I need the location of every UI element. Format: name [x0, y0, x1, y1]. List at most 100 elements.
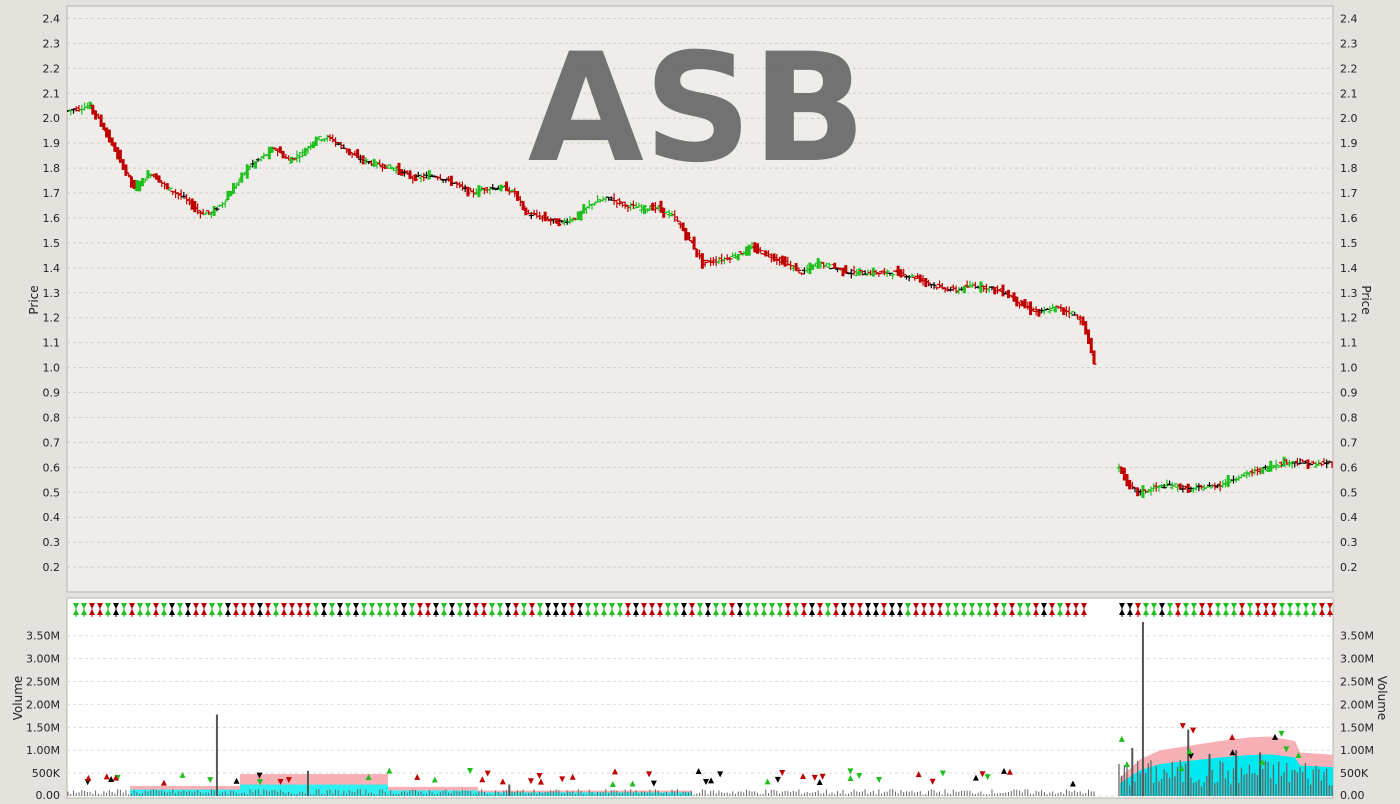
price-axis-left: 0.2 0.3 0.4 0.5 0.6 0.7 0.8 0.9 1.0 1.1 1.2 1.3 1.4 1…: [43, 12, 61, 574]
price-tick-label: 0.5: [1340, 486, 1358, 499]
signal-up-triangle-icon: [708, 777, 715, 784]
signal-down-triangle-icon: [929, 778, 936, 785]
volume-tick-label: 2.50M: [26, 676, 60, 689]
signal-down-triangle-icon: [779, 769, 786, 776]
price-tick-label: 1.6: [43, 212, 61, 225]
price-tick-label: 1.5: [1340, 237, 1358, 250]
price-tick-label: 1.0: [1340, 362, 1358, 375]
signal-up-triangle-icon: [1178, 765, 1185, 772]
price-tick-label: 0.4: [43, 511, 61, 524]
signal-up-triangle-icon: [365, 774, 372, 781]
signal-up-triangle-icon: [764, 778, 771, 785]
signal-up-triangle-icon: [386, 767, 393, 774]
signal-down-triangle-icon: [285, 777, 292, 784]
signal-up-triangle-icon: [816, 778, 823, 785]
volume-axis-label-right: Volume: [1375, 676, 1389, 721]
volume-panel: [66, 597, 1334, 799]
volume-tick-label: 3.50M: [26, 630, 60, 643]
volume-tick-label: 2.00M: [1340, 698, 1374, 711]
signal-down-triangle-icon: [650, 780, 657, 787]
signal-up-triangle-icon: [233, 777, 240, 784]
signal-up-triangle-icon: [1069, 780, 1076, 787]
signal-down-triangle-icon: [1190, 727, 1197, 734]
volume-bands: [130, 736, 1333, 796]
price-tick-label: 1.3: [43, 287, 61, 300]
price-tick-label: 0.2: [1340, 561, 1358, 574]
price-tick-label: 1.8: [43, 162, 61, 175]
signal-up-triangle-icon: [179, 771, 186, 778]
price-tick-label: 1.7: [1340, 187, 1358, 200]
price-tick-label: 1.5: [43, 237, 61, 250]
price-tick-label: 1.8: [1340, 162, 1358, 175]
price-tick-label: 1.3: [1340, 287, 1358, 300]
signal-up-triangle-icon: [847, 775, 854, 782]
price-tick-label: 1.2: [1340, 312, 1358, 325]
volume-tick-label: 3.00M: [1340, 653, 1374, 666]
volume-tick-label: 1.50M: [1340, 721, 1374, 734]
price-tick-label: 0.2: [43, 561, 61, 574]
signal-down-triangle-icon: [484, 770, 491, 777]
signal-up-triangle-icon: [1123, 761, 1130, 768]
volume-tick-label: 2.50M: [1340, 676, 1374, 689]
volume-axis-right: 0.00 500K 1.00M 1.50M 2.00M 2.50M 3.00M 3.50M: [1340, 630, 1374, 802]
volume-bars: [67, 622, 1333, 796]
price-tick-label: 0.4: [1340, 511, 1358, 524]
signal-up-triangle-icon: [1186, 748, 1193, 755]
volume-markers: [73, 603, 1333, 787]
price-tick-label: 1.9: [43, 137, 61, 150]
price-tick-label: 0.8: [1340, 411, 1358, 424]
price-tick-label: 2.4: [43, 12, 61, 25]
signal-up-triangle-icon: [609, 780, 616, 787]
signal-up-triangle-icon: [431, 776, 438, 783]
price-tick-label: 2.3: [1340, 37, 1358, 50]
signal-up-triangle-icon: [1259, 759, 1266, 766]
price-tick-label: 1.2: [43, 312, 61, 325]
price-axis-label-left: Price: [27, 285, 41, 314]
volume-tick-label: 500K: [32, 767, 61, 780]
volume-tick-label: 3.50M: [1340, 630, 1374, 643]
price-tick-label: 2.1: [1340, 87, 1358, 100]
signal-up-triangle-icon: [499, 778, 506, 785]
signal-down-triangle-icon: [527, 778, 534, 785]
signal-down-triangle-icon: [939, 770, 946, 777]
signal-up-triangle-icon: [103, 773, 110, 780]
volume-axis-label-left: Volume: [11, 676, 25, 721]
signal-down-triangle-icon: [979, 771, 986, 778]
signal-down-triangle-icon: [1278, 730, 1285, 737]
signal-down-triangle-icon: [702, 778, 709, 785]
signal-up-triangle-icon: [112, 774, 119, 781]
signal-down-triangle-icon: [1179, 723, 1186, 730]
price-tick-label: 0.3: [43, 536, 61, 549]
signal-down-triangle-icon: [207, 777, 214, 784]
signal-down-triangle-icon: [774, 776, 781, 783]
price-tick-label: 1.1: [1340, 337, 1358, 350]
signal-up-triangle-icon: [1006, 768, 1013, 775]
vol2-inner-band: [388, 790, 478, 796]
signal-up-triangle-icon: [1229, 734, 1236, 741]
price-tick-label: 2.0: [1340, 112, 1358, 125]
signal-up-triangle-icon: [1000, 767, 1007, 774]
signal-up-triangle-icon: [1229, 749, 1236, 756]
price-panel: [66, 5, 1334, 593]
signal-down-triangle-icon: [257, 779, 264, 786]
vol3-inner-band: [478, 792, 692, 796]
signal-down-triangle-icon: [847, 768, 854, 775]
price-axis-right: 0.2 0.3 0.4 0.5 0.6 0.7 0.8 0.9 1.0 1.1 1.2 1.3 1.4 1…: [1340, 12, 1358, 574]
chart-title: ASB: [528, 22, 866, 196]
price-tick-label: 1.0: [43, 362, 61, 375]
price-tick-label: 0.7: [43, 436, 61, 449]
signal-up-triangle-icon: [612, 768, 619, 775]
volume-tick-label: 2.00M: [26, 698, 60, 711]
signal-up-triangle-icon: [1272, 733, 1279, 740]
signal-down-triangle-icon: [646, 771, 653, 778]
vol4-inner-band: [1120, 754, 1333, 796]
price-tick-label: 2.1: [43, 87, 61, 100]
price-tick-label: 1.4: [43, 262, 61, 275]
signal-down-triangle-icon: [536, 773, 543, 780]
vol0-inner-band: [130, 789, 240, 796]
volume-axis-left: 0.00 500K 1.00M 1.50M 2.00M 2.50M 3.00M 3.50M: [26, 630, 61, 802]
signal-up-triangle-icon: [85, 774, 92, 781]
price-tick-label: 0.7: [1340, 436, 1358, 449]
price-tick-label: 0.9: [1340, 387, 1358, 400]
signal-up-triangle-icon: [629, 780, 636, 787]
